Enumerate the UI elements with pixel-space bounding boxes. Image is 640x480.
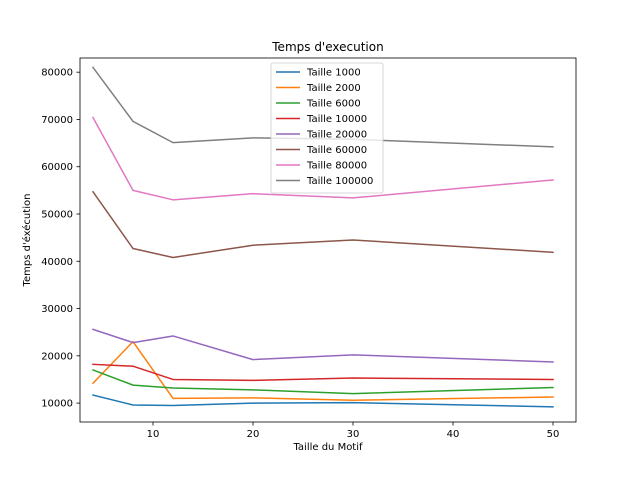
legend-box bbox=[270, 62, 384, 194]
y-tick-label: 50000 bbox=[41, 210, 73, 221]
y-tick-label: 30000 bbox=[41, 304, 73, 315]
series-layer bbox=[91, 66, 554, 408]
series-line-1 bbox=[92, 394, 554, 408]
legend-entry-label: Taille 60000 bbox=[306, 145, 367, 156]
legend-entry-label: Taille 6000 bbox=[306, 99, 361, 110]
x-axis-label: Taille du Motif bbox=[292, 442, 363, 453]
legend-entry-label: Taille 80000 bbox=[306, 161, 367, 172]
plot-frame bbox=[79, 57, 577, 423]
series-line-7 bbox=[91, 116, 554, 201]
y-tick-label: 40000 bbox=[41, 257, 73, 268]
legend-entry-label: Taille 100000 bbox=[306, 176, 373, 187]
series-line-8 bbox=[91, 66, 554, 148]
legend-entry-label: Taille 1000 bbox=[306, 68, 361, 79]
legend: Taille 1000 Taille 2000 Taille 6000 Taille … bbox=[270, 62, 384, 194]
ticks-layer: 10 20 30 40 50 10000 20000 30000 40000 50000 60000… bbox=[41, 68, 559, 440]
x-tick-label: 30 bbox=[347, 429, 360, 440]
x-tick-label: 10 bbox=[147, 429, 160, 440]
y-tick-label: 70000 bbox=[41, 115, 73, 126]
legend-entry-label: Taille 10000 bbox=[306, 114, 367, 125]
legend-entry-label: Taille 2000 bbox=[306, 83, 361, 94]
y-axis-label: Temps d'éxécution bbox=[21, 194, 33, 288]
x-tick-label: 50 bbox=[547, 429, 560, 440]
y-tick-label: 10000 bbox=[41, 399, 73, 410]
x-tick-label: 20 bbox=[247, 429, 260, 440]
y-tick-label: 20000 bbox=[41, 351, 73, 362]
series-line-2 bbox=[91, 340, 554, 401]
series-line-4 bbox=[92, 363, 554, 382]
y-tick-label: 80000 bbox=[41, 68, 73, 79]
series-line-6 bbox=[91, 190, 554, 259]
series-line-5 bbox=[92, 328, 554, 363]
y-tick-label: 60000 bbox=[41, 162, 73, 173]
legend-entry-label: Taille 20000 bbox=[306, 130, 367, 141]
x-tick-label: 40 bbox=[447, 429, 460, 440]
chart-title: Temps d'execution bbox=[271, 40, 383, 54]
series-line-3 bbox=[92, 369, 554, 395]
